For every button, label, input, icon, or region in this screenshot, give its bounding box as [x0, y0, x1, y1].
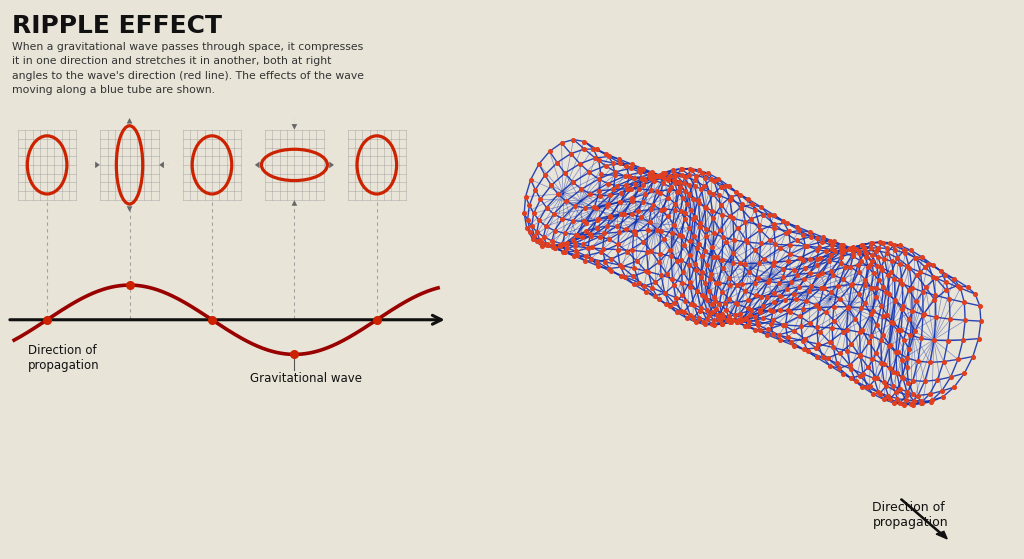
Text: Gravitational wave: Gravitational wave — [250, 372, 361, 385]
FancyArrow shape — [127, 118, 132, 130]
Text: Direction of
propagation: Direction of propagation — [872, 501, 948, 529]
FancyArrow shape — [255, 162, 265, 168]
Text: RIPPLE EFFECT: RIPPLE EFFECT — [12, 14, 222, 38]
Text: Direction of
propagation: Direction of propagation — [29, 344, 100, 372]
FancyArrow shape — [292, 200, 297, 212]
FancyArrow shape — [159, 162, 170, 168]
FancyArrow shape — [292, 117, 297, 130]
Text: When a gravitational wave passes through space, it compresses
it in one directio: When a gravitational wave passes through… — [12, 42, 364, 95]
FancyArrow shape — [89, 162, 100, 168]
FancyArrow shape — [127, 200, 132, 212]
FancyArrow shape — [324, 162, 334, 168]
